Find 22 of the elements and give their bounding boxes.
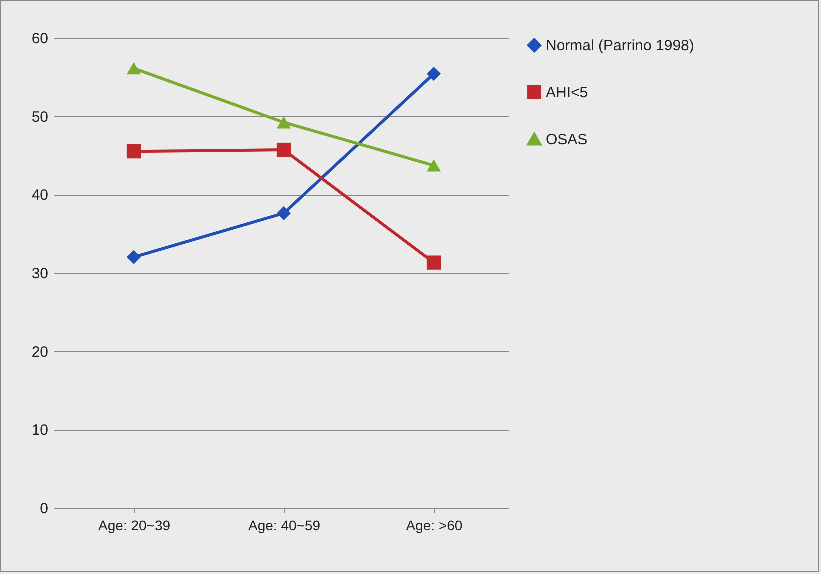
x-tick-label: Age: 40~59: [248, 518, 321, 534]
point: [276, 142, 292, 158]
legend-label: OSAS: [546, 132, 588, 148]
y-tick-label: 50: [32, 108, 48, 126]
legend-label: AHI<5: [546, 84, 588, 102]
point: [276, 116, 292, 129]
y-tick-label: 0: [40, 500, 48, 518]
y-tick-label: 10: [32, 422, 48, 440]
point: [126, 62, 142, 75]
point: [426, 256, 442, 270]
point: [426, 160, 442, 172]
point: [426, 66, 442, 82]
legend-label: Normal (Parrino 1998): [546, 38, 694, 54]
x-tick-label: Age: >60: [406, 518, 463, 534]
point: [126, 144, 142, 159]
y-tick-label: 40: [32, 187, 48, 204]
y-tick-label: 30: [32, 266, 48, 282]
x-tick-label: Age: 20~39: [98, 518, 171, 534]
y-tick-label: 20: [32, 344, 48, 361]
y-tick-label: 60: [32, 30, 48, 48]
point: [126, 250, 142, 264]
point: [276, 206, 292, 221]
